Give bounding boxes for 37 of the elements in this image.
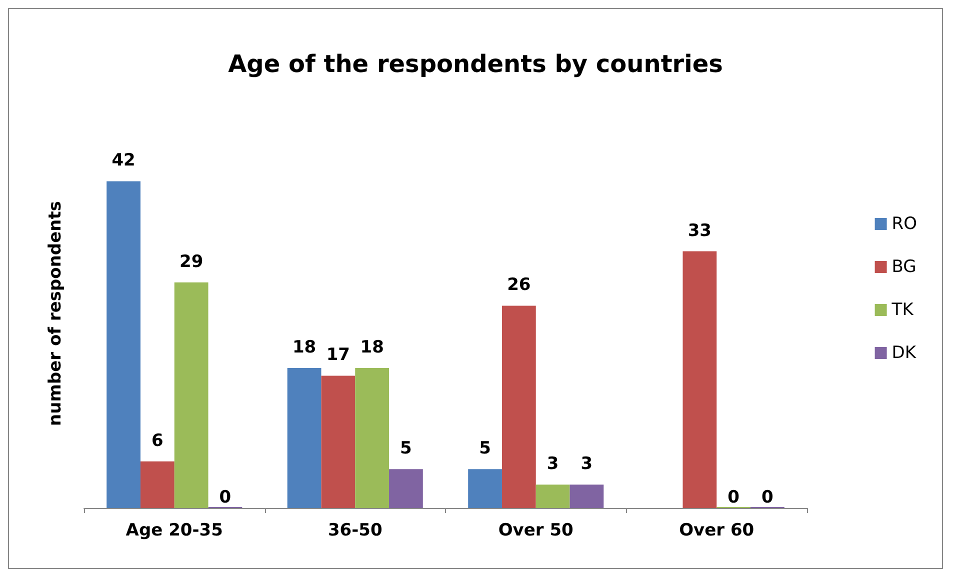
x-tick-label: Over 50 bbox=[498, 520, 574, 540]
bar bbox=[682, 251, 717, 508]
legend-label: DK bbox=[892, 343, 917, 363]
bar bbox=[389, 469, 423, 508]
bar bbox=[536, 484, 570, 508]
bar bbox=[140, 461, 174, 508]
data-label: 29 bbox=[179, 252, 204, 272]
legend-label: BG bbox=[892, 257, 916, 277]
data-label: 42 bbox=[112, 150, 136, 171]
bar bbox=[355, 368, 390, 508]
data-label: 5 bbox=[479, 438, 491, 459]
bar bbox=[287, 368, 322, 508]
bar bbox=[321, 376, 356, 508]
x-tick-label: Age 20-35 bbox=[126, 520, 223, 540]
data-label: 5 bbox=[400, 438, 412, 459]
x-tick-label: Over 60 bbox=[679, 520, 754, 540]
bar bbox=[174, 282, 208, 508]
data-label: 18 bbox=[360, 337, 384, 358]
bar bbox=[570, 484, 604, 508]
legend-label: TK bbox=[890, 300, 914, 320]
data-label: 3 bbox=[546, 454, 559, 474]
data-label: 6 bbox=[152, 430, 164, 451]
x-tick-label: 36-50 bbox=[328, 520, 382, 540]
data-label: 3 bbox=[580, 454, 593, 474]
data-label: 18 bbox=[292, 337, 316, 358]
data-label: 0 bbox=[728, 488, 740, 508]
chart-title: Age of the respondents by countries bbox=[228, 50, 723, 78]
data-label: 33 bbox=[688, 220, 712, 241]
data-label: 0 bbox=[762, 488, 774, 508]
data-label: 17 bbox=[326, 345, 350, 366]
bar bbox=[106, 181, 140, 508]
legend-label: RO bbox=[892, 214, 918, 234]
data-label: 26 bbox=[507, 275, 531, 296]
bar bbox=[468, 469, 502, 508]
data-label: 0 bbox=[219, 488, 232, 508]
y-axis-title: number of respondents bbox=[46, 201, 66, 426]
bar bbox=[502, 306, 536, 508]
